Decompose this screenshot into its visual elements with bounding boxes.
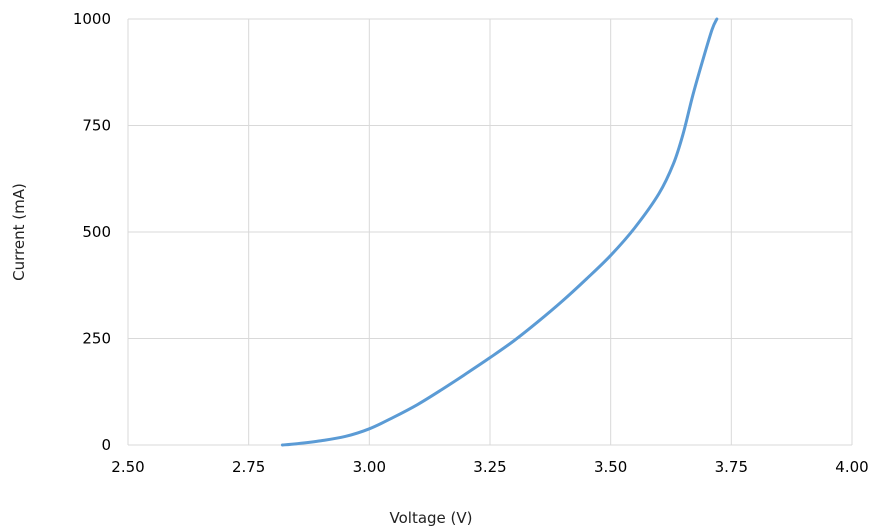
tick-label-layer: 2.50 2.75 3.00 3.25 3.50 3.75 4.00 0 250 500 750 10…: [73, 10, 869, 476]
x-tick-label: 4.00: [835, 458, 868, 476]
y-tick-label: 1000: [73, 10, 111, 28]
y-tick-label: 250: [82, 330, 111, 348]
x-tick-label: 3.50: [594, 458, 627, 476]
x-axis-title: Voltage (V): [390, 509, 473, 527]
x-tick-label: 2.50: [111, 458, 144, 476]
y-axis-title: Current (mA): [10, 183, 28, 281]
x-tick-label: 3.00: [353, 458, 386, 476]
series-line: [280, 17, 719, 447]
y-tick-label: 750: [82, 117, 111, 135]
x-tick-label: 3.25: [473, 458, 506, 476]
y-tick-label: 0: [101, 436, 111, 454]
series-layer: [280, 17, 719, 447]
x-tick-label: 3.75: [715, 458, 748, 476]
x-tick-label: 2.75: [232, 458, 265, 476]
grid-layer: [127, 18, 853, 446]
y-tick-label: 500: [82, 223, 111, 241]
